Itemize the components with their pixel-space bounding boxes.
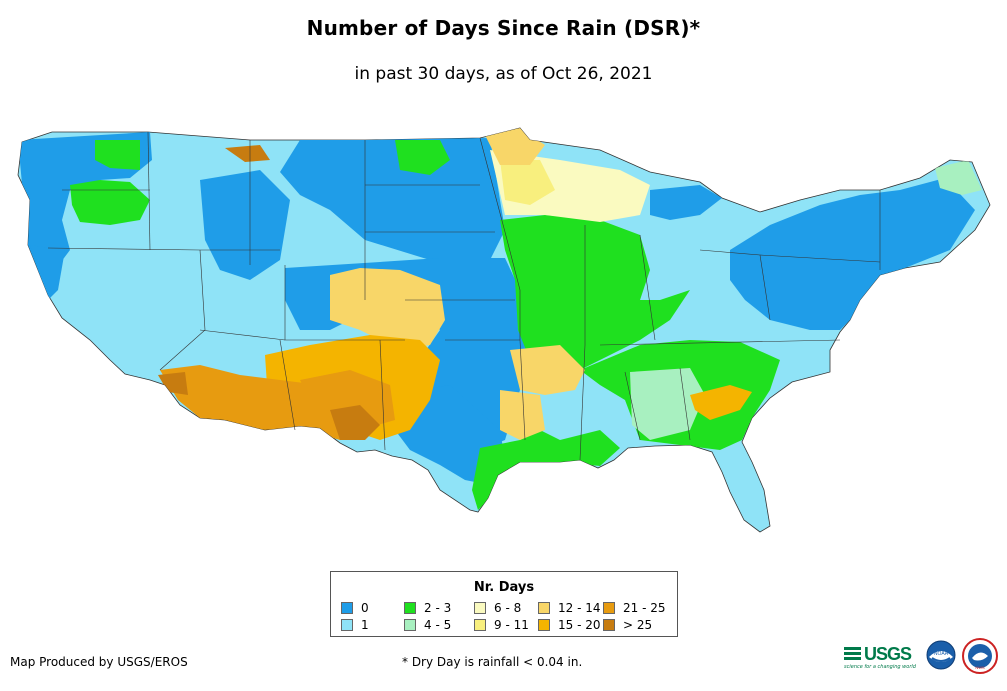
legend-item: 6 - 8 [474,601,522,615]
legend-label: 2 - 3 [424,601,452,615]
region-21-25-days-new-mexico [300,370,395,430]
legend-swatch [603,618,615,631]
usgs-logo[interactable]: USGS science for a changing world [844,644,918,670]
state-boundaries [47,131,881,461]
legend-title: Nr. Days [473,580,535,595]
noaa-logo[interactable]: NOAA [926,640,956,670]
legend-swatch [474,601,486,614]
legend-item: 12 - 14 [538,601,601,615]
legend-label: 4 - 5 [424,618,452,632]
region-0-days-northeast [730,178,975,330]
legend-swatch [538,601,550,614]
legend-label: 6 - 8 [494,601,522,615]
legend-item: 21 - 25 [603,601,666,615]
map-title: Number of Days Since Rain (DSR)* [306,16,701,40]
nws-wordmark: NWS [975,665,985,670]
legend-label: 1 [361,618,369,632]
region-0-days-northern-plains [280,138,505,260]
legend-swatch [341,601,353,614]
legend-swatch [404,601,416,614]
usgs-wave-icon [844,647,861,660]
legend-item: 15 - 20 [538,618,601,632]
legend-label: 9 - 11 [494,618,529,632]
usgs-tagline: science for a changing world [844,664,916,670]
region-21-25-days-arizona [160,365,345,440]
region-over-25-days-montana [225,145,270,162]
nws-logo[interactable]: NWS [962,638,998,674]
map-subtitle: in past 30 days, as of Oct 26, 2021 [354,64,653,84]
legend: Nr. Days 0 1 2 - 3 4 - 5 6 - 8 9 - 11 12… [330,571,678,637]
region-4-5-days-alabama [630,368,705,440]
region-over-25-days-arizona-west [158,372,188,395]
legend-label: > 25 [623,618,653,632]
legend-swatch [603,601,615,614]
region-0-days-rockies [200,170,290,280]
legend-swatch [474,618,486,631]
producer-credit: Map Produced by USGS/EROS [10,655,188,669]
region-2-3-days-gulf-coast [472,430,620,510]
region-15-20-days-carolinas [690,385,752,420]
legend-label: 12 - 14 [558,601,601,615]
region-12-14-days-colorado [330,268,445,350]
legend-swatch [404,618,416,631]
region-0-days-michigan [650,185,722,220]
region-over-25-days-texas-west [330,405,380,440]
legend-label: 15 - 20 [558,618,601,632]
region-6-8-days-minnesota [500,160,555,205]
legend-label: 21 - 25 [623,601,666,615]
region-2-3-days-idaho [95,140,140,170]
usgs-wordmark: USGS [864,644,912,664]
legend-item: 0 [341,601,369,615]
legend-item: 4 - 5 [404,618,452,632]
legend-item: > 25 [603,618,653,632]
region-4-5-days-maine [935,160,982,195]
region-0-days-california [30,245,65,300]
legend-item: 9 - 11 [474,618,529,632]
dry-day-note: * Dry Day is rainfall < 0.04 in. [402,655,583,669]
region-12-14-days-arkansas [510,345,585,395]
region-2-3-days-pacific-northwest [70,180,150,225]
legend-swatch [341,618,353,631]
legend-label: 0 [361,601,369,615]
region-12-14-days-texas-east [500,390,545,440]
noaa-wordmark: NOAA [934,651,949,657]
region-2-3-days-dakotas [395,140,450,175]
legend-swatch [538,618,550,631]
legend-item: 2 - 3 [404,601,452,615]
legend-item: 1 [341,618,369,632]
